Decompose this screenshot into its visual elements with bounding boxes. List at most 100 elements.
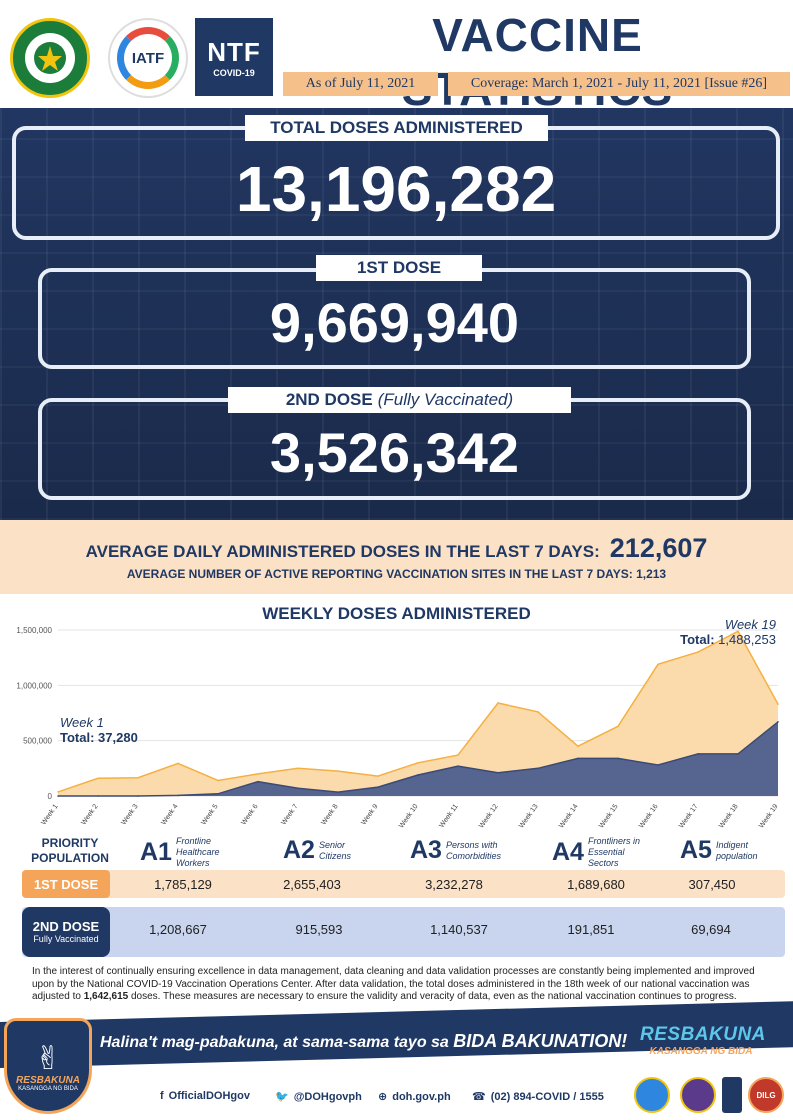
first-dose-row bbox=[22, 870, 785, 898]
data-point bbox=[657, 663, 659, 666]
second-dose-label-note: (Fully Vaccinated) bbox=[377, 390, 514, 409]
data-point bbox=[697, 753, 699, 755]
data-point bbox=[137, 776, 139, 779]
category-desc: Senior Citizens bbox=[318, 839, 351, 861]
data-point bbox=[257, 780, 259, 783]
data-point bbox=[417, 762, 419, 764]
x-tick-label: Week 19 bbox=[758, 803, 780, 830]
data-point bbox=[257, 773, 259, 775]
category-a4: A4 Frontliners in Essential Sectors bbox=[552, 836, 646, 869]
category-code: A1 bbox=[140, 838, 172, 866]
second-dose-value: 3,526,342 bbox=[269, 421, 520, 484]
data-point bbox=[177, 794, 179, 797]
twitter-link[interactable]: 🐦 @DOHgovph bbox=[275, 1090, 362, 1104]
phone-contact: ☎ (02) 894-COVID / 1555 bbox=[472, 1090, 604, 1104]
data-point bbox=[337, 770, 339, 772]
category-code: A4 bbox=[552, 838, 584, 866]
first-dose-a1: 1,785,129 bbox=[154, 877, 212, 892]
first-dose-box: 9,669,940 bbox=[38, 268, 751, 369]
avg-sites-label: AVERAGE NUMBER OF ACTIVE REPORTING VACCI… bbox=[126, 567, 633, 581]
data-point bbox=[497, 702, 499, 704]
data-point bbox=[457, 754, 459, 756]
category-desc: Persons with Comorbidities bbox=[445, 839, 501, 861]
x-tick-label: Week 2 bbox=[80, 803, 99, 826]
chart-title: WEEKLY DOSES ADMINISTERED bbox=[262, 604, 531, 623]
data-point bbox=[737, 630, 739, 633]
x-tick-label: Week 6 bbox=[240, 803, 259, 826]
second-dose-box: 3,526,342 bbox=[38, 398, 751, 500]
data-point bbox=[177, 762, 179, 765]
government-seal-icon bbox=[680, 1077, 716, 1113]
slogan: Halina't mag-pabakuna, at sama-sama tayo… bbox=[100, 1031, 627, 1052]
x-tick-label: Week 7 bbox=[280, 803, 299, 826]
data-point bbox=[497, 771, 499, 774]
website-link[interactable]: ⊕ doh.gov.ph bbox=[378, 1090, 451, 1104]
data-point bbox=[297, 787, 299, 790]
data-point bbox=[377, 786, 379, 788]
data-point bbox=[217, 792, 219, 795]
data-point bbox=[657, 764, 659, 766]
data-point bbox=[417, 774, 419, 776]
data-point bbox=[577, 757, 579, 760]
data-point bbox=[617, 757, 619, 760]
annotation-start-week: Week 1 bbox=[60, 715, 104, 730]
priority-header: PRIORITY POPULATION bbox=[31, 836, 109, 865]
iatf-text: IATF bbox=[117, 27, 179, 89]
x-tick-label: Week 12 bbox=[478, 803, 500, 830]
x-tick-label: Week 16 bbox=[638, 803, 660, 830]
doh-seal-icon bbox=[25, 33, 75, 83]
total-doses-label: TOTAL DOSES ADMINISTERED bbox=[245, 115, 548, 141]
as-of-date: As of July 11, 2021 bbox=[283, 72, 438, 96]
data-point bbox=[577, 745, 579, 747]
first-dose-a3: 3,232,278 bbox=[425, 877, 483, 892]
data-point bbox=[97, 795, 99, 797]
vaccine-hand-icon: ✌ bbox=[34, 1039, 62, 1076]
category-code: A5 bbox=[680, 836, 712, 864]
data-point bbox=[57, 791, 59, 793]
annotation-start-value: 37,280 bbox=[98, 730, 138, 745]
y-tick-label: 0 bbox=[48, 792, 53, 801]
second-dose-row-title: 2ND DOSE bbox=[32, 919, 100, 934]
x-tick-label: Week 14 bbox=[558, 803, 580, 830]
second-dose-row-sub: Fully Vaccinated bbox=[33, 934, 99, 944]
x-tick-label: Week 3 bbox=[120, 803, 139, 826]
resbakuna-sub: KASANGGA NG BIDA bbox=[649, 1046, 753, 1057]
x-tick-label: Week 15 bbox=[598, 803, 620, 830]
resbakuna-logo: RESBAKUNA KASANGGA NG BIDA bbox=[640, 1024, 765, 1057]
twitter-icon: 🐦 bbox=[275, 1091, 289, 1103]
pia-logo-icon bbox=[722, 1077, 742, 1113]
total-doses-value: 13,196,282 bbox=[235, 153, 557, 225]
x-tick-label: Week 10 bbox=[398, 803, 420, 830]
second-dose-row bbox=[22, 907, 785, 957]
x-tick-label: Week 1 bbox=[40, 803, 59, 826]
doh-logo bbox=[10, 18, 90, 98]
averages-band: AVERAGE DAILY ADMINISTERED DOSES IN THE … bbox=[0, 520, 793, 594]
data-point bbox=[297, 767, 299, 770]
data-point bbox=[97, 777, 99, 780]
avg-daily-value: 212,607 bbox=[609, 533, 708, 563]
data-point bbox=[217, 779, 219, 782]
stats-panel: 13,196,282 TOTAL DOSES ADMINISTERED 9,66… bbox=[0, 108, 793, 520]
iatf-logo: IATF bbox=[108, 18, 188, 98]
badge-sub: KASANGGA NG BIDA bbox=[18, 1085, 78, 1092]
x-tick-label: Week 9 bbox=[360, 803, 379, 826]
note-text-before: In the interest of continually ensuring … bbox=[32, 966, 755, 1002]
second-dose-a5: 69,694 bbox=[691, 922, 731, 937]
annotation-start-label: Total: bbox=[60, 730, 95, 745]
y-tick-label: 1,000,000 bbox=[16, 681, 52, 690]
category-a5: A5 Indigent population bbox=[680, 836, 766, 865]
first-dose-value: 9,669,940 bbox=[269, 291, 520, 354]
avg-sites: AVERAGE NUMBER OF ACTIVE REPORTING VACCI… bbox=[0, 567, 793, 581]
data-point bbox=[137, 795, 139, 797]
second-dose-row-label: 2ND DOSE Fully Vaccinated bbox=[22, 907, 110, 957]
facebook-link[interactable]: f OfficialDOHgov bbox=[160, 1090, 250, 1102]
series-area-second-dose bbox=[58, 721, 778, 796]
category-a1: A1 Frontline Healthcare Workers bbox=[140, 836, 236, 869]
annotation-end-week: Week 19 bbox=[724, 617, 776, 632]
category-desc: Frontliners in Essential Sectors bbox=[587, 836, 640, 868]
facebook-handle: OfficialDOHgov bbox=[168, 1090, 250, 1102]
y-tick-label: 1,500,000 bbox=[16, 626, 52, 635]
header: IATF NTF COVID-19 VACCINE STATISTICS As … bbox=[0, 0, 793, 115]
ntf-logo: NTF COVID-19 bbox=[195, 18, 273, 96]
series-area-total bbox=[58, 631, 778, 796]
